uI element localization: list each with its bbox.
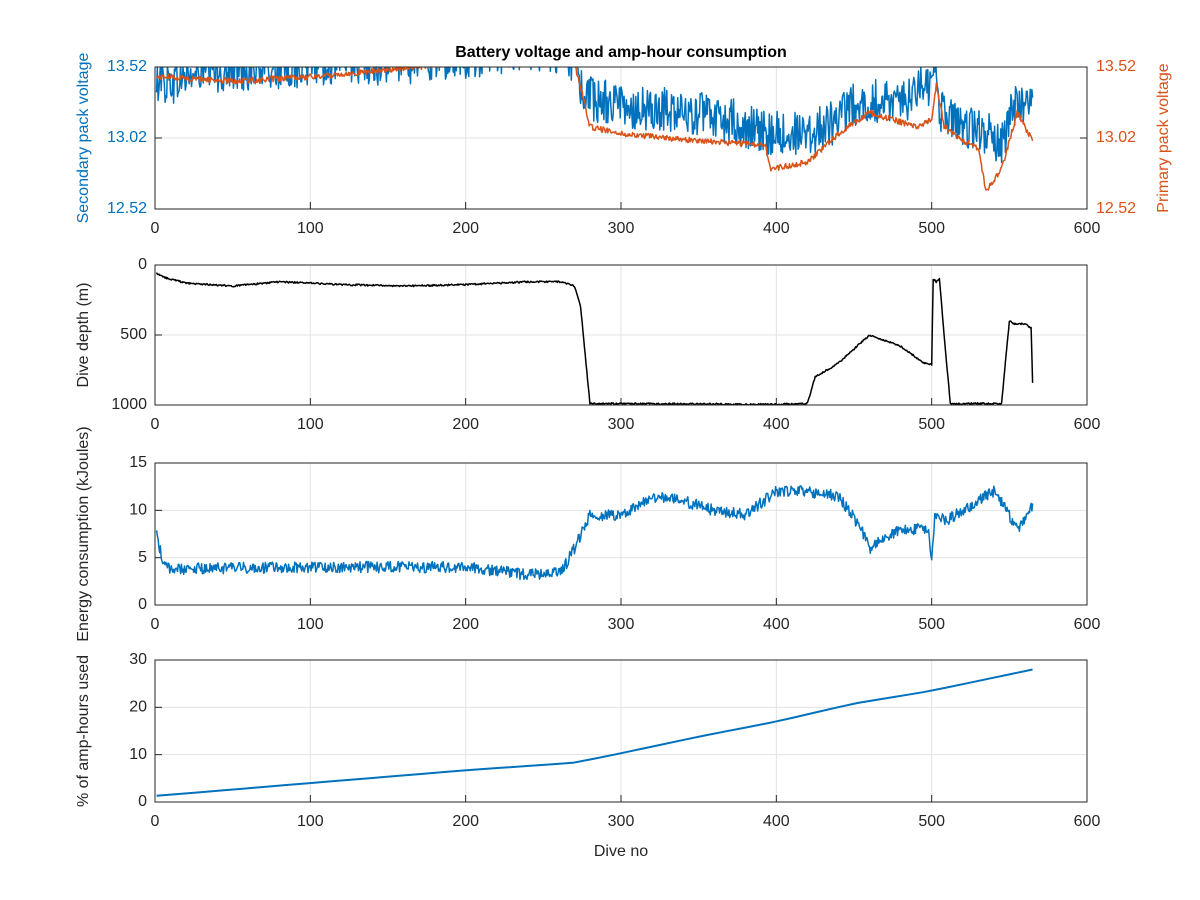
x-tick-label: 0 xyxy=(151,220,160,237)
y-right-tick-label: 13.02 xyxy=(1096,129,1136,146)
y-tick-label: 10 xyxy=(129,502,147,519)
y-tick-label: 13.02 xyxy=(107,129,147,146)
x-tick-label: 100 xyxy=(297,416,324,433)
y-axis-label: Dive depth (m) xyxy=(75,283,92,388)
y-tick-label: 10 xyxy=(129,746,147,763)
y-tick-label: 15 xyxy=(129,454,147,471)
y-tick-label: 0 xyxy=(138,596,147,613)
series-line-1 xyxy=(155,272,1034,405)
subplot-2: 0 100 200 300 400 500 600 0 500 1000 Dive depth (m… xyxy=(75,256,1100,433)
x-tick-label: 400 xyxy=(763,220,790,237)
y-tick-label: 0 xyxy=(138,256,147,273)
x-tick-label: 300 xyxy=(608,813,635,830)
x-tick-label: 0 xyxy=(151,616,160,633)
subplot-4: 0 100 200 300 400 500 600 0 10 20 30 % of amp-hours… xyxy=(75,651,1100,860)
x-tick-label: 500 xyxy=(918,416,945,433)
x-tick-label: 300 xyxy=(608,220,635,237)
x-tick-label: 200 xyxy=(452,416,479,433)
axes-frame xyxy=(154,264,1088,406)
y-tick-label: 13.52 xyxy=(107,58,147,75)
y-tick-label: 1000 xyxy=(111,396,147,413)
y-tick-label: 500 xyxy=(120,326,147,343)
y-axis-label: Secondary pack voltage xyxy=(75,53,92,224)
x-tick-label: 0 xyxy=(151,813,160,830)
axes-frame xyxy=(154,66,1088,210)
x-tick-label: 500 xyxy=(918,813,945,830)
x-tick-label: 200 xyxy=(452,813,479,830)
x-tick-label: 300 xyxy=(608,616,635,633)
x-tick-label: 100 xyxy=(297,616,324,633)
x-tick-label: 400 xyxy=(763,813,790,830)
axes-frame xyxy=(154,659,1088,803)
x-tick-label: 400 xyxy=(763,416,790,433)
subplot-3: 0 100 200 300 400 500 600 0 5 10 15 Energy consumpt… xyxy=(75,426,1100,641)
y-tick-label: 12.52 xyxy=(107,200,147,217)
x-tick-label: 500 xyxy=(918,220,945,237)
x-tick-label: 100 xyxy=(297,220,324,237)
x-tick-label: 600 xyxy=(1074,616,1101,633)
y-tick-label: 20 xyxy=(129,699,147,716)
x-tick-label: 400 xyxy=(763,616,790,633)
x-tick-label: 300 xyxy=(608,416,635,433)
series-line-1 xyxy=(156,668,1033,797)
plots-container: 0 100 200 300 400 500 60012.5213.0213.5212.521… xyxy=(75,53,1172,861)
y-tick-label: 0 xyxy=(138,793,147,810)
x-tick-label: 600 xyxy=(1074,220,1101,237)
series-line-1 xyxy=(155,67,1034,164)
series-line-1 xyxy=(155,485,1034,581)
series-line-2 xyxy=(155,67,1034,191)
x-tick-label: 0 xyxy=(151,416,160,433)
x-tick-label: 600 xyxy=(1074,416,1101,433)
y-axis-label-right: Primary pack voltage xyxy=(1155,63,1172,212)
x-tick-label: 200 xyxy=(452,220,479,237)
axes-frame xyxy=(154,462,1088,606)
x-tick-label: 100 xyxy=(297,813,324,830)
y-tick-label: 5 xyxy=(138,549,147,566)
x-axis-label: Dive no xyxy=(594,843,648,860)
y-axis-label: Energy consumption (kJoules) xyxy=(75,426,92,641)
x-tick-label: 200 xyxy=(452,616,479,633)
y-right-tick-label: 13.52 xyxy=(1096,58,1136,75)
y-right-tick-label: 12.52 xyxy=(1096,200,1136,217)
x-tick-label: 600 xyxy=(1074,813,1101,830)
y-tick-label: 30 xyxy=(129,651,147,668)
x-tick-label: 500 xyxy=(918,616,945,633)
y-axis-label: % of amp-hours used xyxy=(75,655,92,807)
figure-title: Battery voltage and amp-hour consumption xyxy=(455,44,787,61)
subplot-1: 0 100 200 300 400 500 600 12.52 13.02 13.52 12.52 1… xyxy=(75,53,1172,238)
